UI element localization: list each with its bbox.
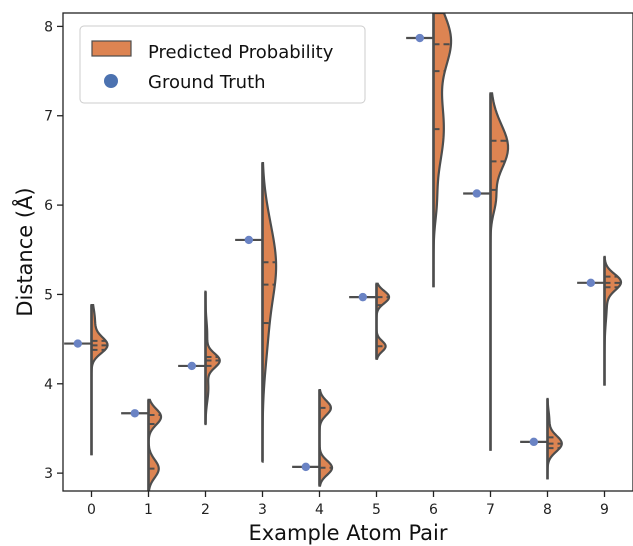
y-tick-label: 8 [44, 19, 53, 35]
y-tick-label: 5 [44, 287, 53, 303]
legend: Predicted Probability Ground Truth [79, 25, 366, 104]
x-tick-label: 5 [372, 502, 381, 518]
x-tick-label: 2 [201, 502, 210, 518]
ground-truth-point-5 [358, 292, 368, 302]
violin-3 [261, 161, 278, 464]
x-tick-label: 8 [543, 502, 552, 518]
y-tick-label: 6 [44, 198, 53, 214]
ground-truth-point-6 [415, 33, 425, 43]
x-tick-label: 4 [315, 502, 324, 518]
x-tick-label: 1 [144, 502, 153, 518]
y-tick-label: 3 [44, 466, 53, 482]
x-axis-label: Example Atom Pair [248, 521, 447, 545]
y-axis-label: Distance (Å) [11, 187, 37, 316]
violin-7 [489, 92, 510, 451]
violin-5 [375, 282, 391, 360]
legend-dot-ground-truth [104, 74, 118, 88]
axes: 3 4 5 6 7 8 0 1 2 3 4 5 6 7 8 9 [44, 12, 633, 518]
y-tick-label: 4 [44, 377, 53, 393]
legend-box [79, 25, 366, 104]
ground-truth-point-3 [244, 235, 254, 245]
ground-truth-point-1 [130, 409, 140, 418]
legend-label-ground-truth: Ground Truth [148, 72, 266, 93]
ground-truth-point-8 [529, 437, 539, 447]
x-tick-label: 6 [429, 502, 438, 518]
violin-6 [432, 13, 453, 288]
violin-0 [90, 304, 109, 456]
x-tick-label: 7 [486, 502, 495, 518]
x-tick-label: 9 [600, 502, 609, 518]
x-tick-label: 3 [258, 502, 267, 518]
ground-truth-point-2 [187, 361, 197, 371]
y-tick-label: 7 [44, 109, 53, 125]
legend-label-predicted: Predicted Probability [148, 42, 334, 63]
ground-truth-point-4 [301, 462, 311, 472]
violin-1 [147, 398, 163, 491]
violin-8 [546, 397, 563, 480]
legend-patch-predicted [91, 40, 132, 57]
plot-frame [62, 12, 633, 492]
violin-4 [318, 388, 334, 487]
ground-truth-point-0 [73, 339, 83, 348]
plot-area [64, 13, 623, 491]
ground-truth-point-9 [586, 278, 596, 288]
x-tick-label: 0 [87, 502, 96, 518]
ground-truth-point-7 [472, 189, 482, 198]
